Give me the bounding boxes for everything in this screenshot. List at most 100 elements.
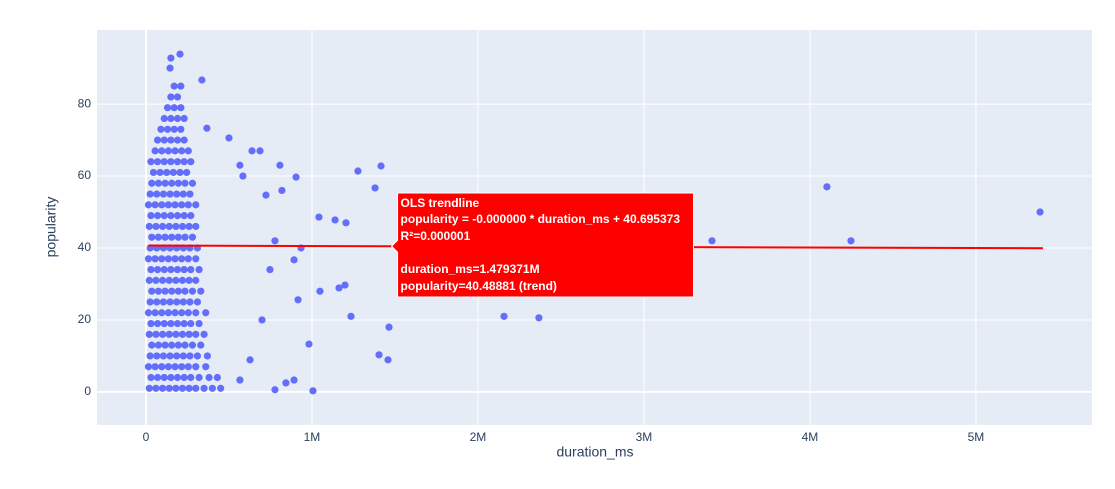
point	[148, 179, 156, 187]
point	[152, 222, 160, 231]
point	[188, 233, 197, 241]
y-tick-label: 60	[78, 168, 92, 182]
point	[161, 179, 169, 187]
point	[193, 352, 202, 360]
point	[354, 167, 362, 175]
point	[171, 255, 179, 263]
point	[173, 136, 182, 144]
point	[203, 124, 211, 132]
point	[145, 384, 153, 392]
point	[316, 287, 324, 295]
point	[160, 136, 168, 144]
tooltip-box	[390, 192, 695, 298]
point	[159, 298, 167, 306]
point	[181, 179, 189, 187]
point	[158, 255, 166, 263]
point	[292, 173, 300, 181]
point	[146, 298, 154, 306]
point	[173, 114, 182, 123]
point	[158, 201, 166, 209]
point	[192, 363, 200, 371]
point	[163, 104, 172, 112]
point	[203, 352, 211, 360]
point	[171, 309, 179, 317]
x-axis-title: duration_ms	[556, 444, 633, 460]
point	[178, 147, 186, 155]
point	[167, 93, 175, 101]
point	[153, 158, 162, 166]
point	[192, 309, 200, 317]
point	[158, 276, 167, 284]
point	[198, 76, 206, 84]
point	[178, 222, 187, 231]
point	[178, 255, 186, 263]
point	[174, 341, 182, 349]
point	[153, 265, 162, 274]
point	[153, 373, 162, 382]
point	[145, 276, 153, 284]
point	[158, 384, 167, 392]
marks	[144, 50, 1044, 395]
point	[271, 237, 279, 245]
point	[202, 309, 210, 317]
point	[197, 287, 205, 295]
point	[160, 319, 168, 328]
point	[144, 309, 153, 317]
point	[305, 340, 313, 348]
point	[187, 158, 195, 166]
point	[176, 50, 184, 58]
point	[144, 255, 153, 263]
point	[153, 190, 161, 198]
point	[335, 284, 343, 292]
point	[165, 276, 173, 284]
point	[152, 384, 160, 392]
point	[180, 158, 188, 166]
point	[151, 147, 159, 155]
point	[170, 125, 178, 133]
point	[166, 190, 174, 198]
point	[187, 373, 195, 382]
point	[178, 384, 187, 392]
point	[192, 276, 200, 284]
point	[185, 222, 193, 231]
point	[342, 219, 350, 227]
point	[151, 201, 159, 209]
point	[149, 168, 158, 177]
point	[371, 184, 379, 192]
point	[205, 373, 213, 382]
point	[290, 376, 298, 384]
point	[146, 190, 154, 198]
x-tick-label: 0	[143, 430, 150, 444]
point	[152, 276, 160, 284]
point	[385, 323, 393, 331]
point	[178, 330, 187, 338]
point	[168, 287, 176, 295]
point	[178, 309, 186, 317]
point	[236, 161, 244, 169]
point	[213, 373, 221, 382]
point	[276, 161, 284, 169]
point	[147, 212, 155, 220]
point	[282, 379, 290, 387]
point	[160, 373, 168, 382]
point	[177, 82, 185, 90]
point	[173, 158, 182, 166]
point	[172, 330, 180, 338]
point	[202, 363, 210, 371]
point	[147, 319, 155, 328]
point	[164, 201, 172, 209]
point	[195, 373, 203, 382]
point	[172, 384, 180, 392]
point	[375, 351, 383, 359]
point	[500, 312, 508, 320]
point	[148, 287, 156, 295]
point	[161, 341, 169, 349]
point	[166, 352, 174, 360]
point	[188, 341, 197, 349]
point	[154, 233, 163, 241]
point	[153, 319, 162, 328]
point	[180, 136, 188, 144]
point	[180, 373, 188, 382]
point	[159, 352, 167, 360]
point	[180, 265, 188, 274]
